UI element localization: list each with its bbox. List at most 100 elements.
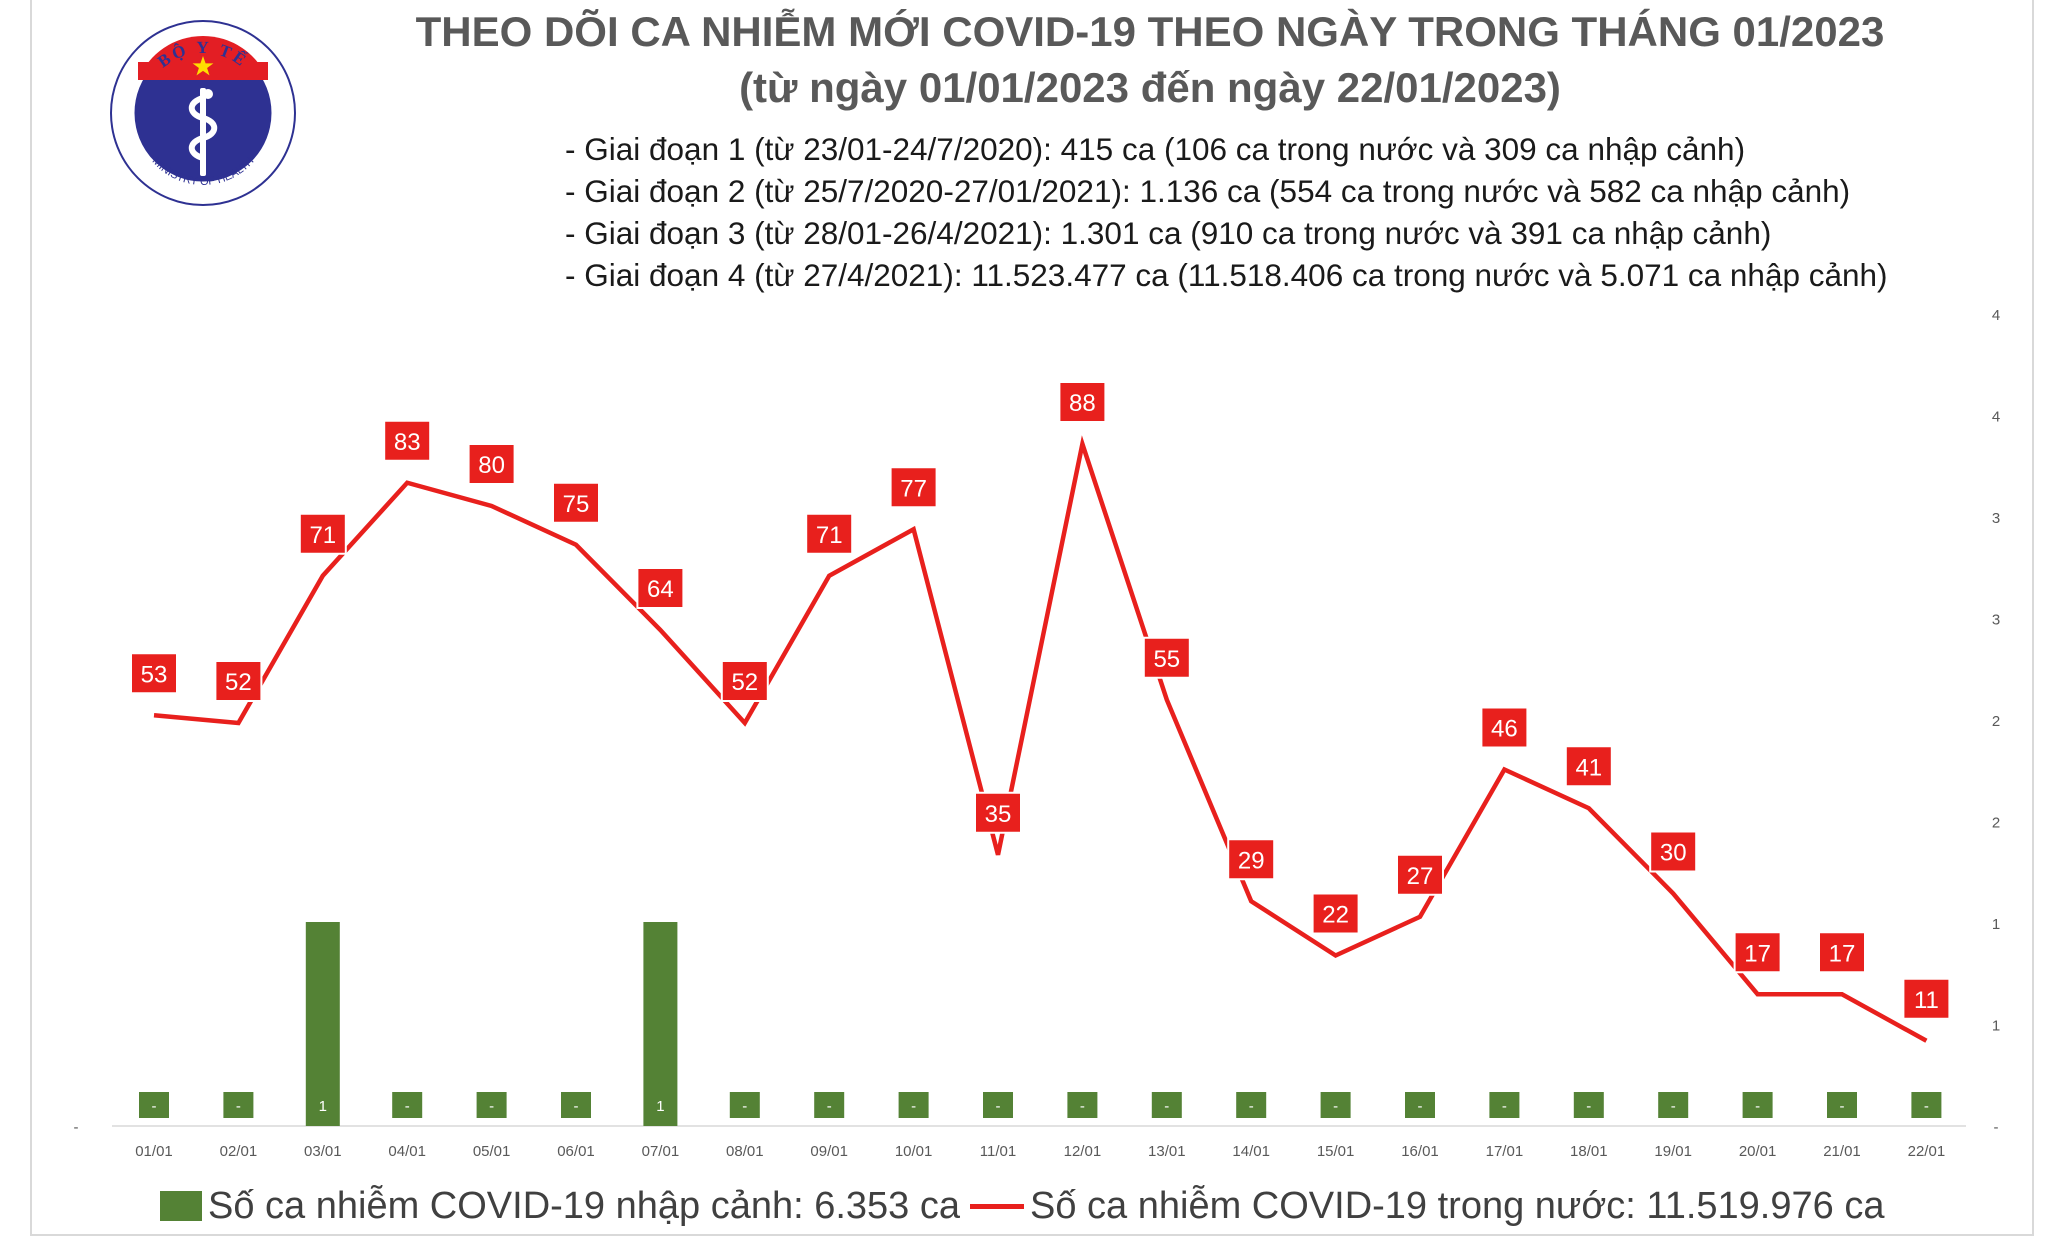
import-case-label-box <box>1067 1092 1098 1118</box>
domestic-case-label: 83 <box>394 429 421 456</box>
domestic-case-label: 77 <box>900 475 927 502</box>
x-axis-tick-label: 21/01 <box>1823 1143 1861 1160</box>
domestic-case-label-box <box>1227 838 1276 881</box>
import-case-label: - <box>1333 1098 1338 1115</box>
domestic-case-label: 71 <box>309 522 336 549</box>
right-axis-tick-label: 4 <box>1992 307 2000 324</box>
domestic-case-label: 71 <box>816 522 843 549</box>
domestic-case-label: 27 <box>1407 863 1434 890</box>
chart-frame <box>30 0 2034 1236</box>
domestic-case-label-box <box>1480 706 1529 749</box>
domestic-case-label: 17 <box>1744 940 1771 967</box>
domestic-case-label: 22 <box>1322 902 1349 929</box>
import-case-label: - <box>1671 1098 1676 1115</box>
x-axis-tick-label: 18/01 <box>1570 1143 1608 1160</box>
import-case-label-box <box>1151 1092 1182 1118</box>
right-axis-tick-label: 1 <box>1992 916 2000 933</box>
import-case-label: - <box>405 1098 410 1115</box>
import-case-label-box <box>1236 1092 1267 1118</box>
import-case-label-box <box>139 1092 169 1118</box>
import-case-label: - <box>827 1098 832 1115</box>
import-case-label: - <box>1418 1098 1423 1115</box>
domestic-case-label: 17 <box>1829 940 1856 967</box>
chart-legend: Số ca nhiễm COVID-19 nhập cảnh: 6.353 ca… <box>160 1178 1884 1234</box>
ministry-of-health-logo: BỘ Y TẾ MINISTRY OF HEALTH <box>110 20 296 206</box>
x-axis-tick-label: 12/01 <box>1064 1143 1102 1160</box>
left-axis-tick-label: - <box>74 1119 79 1136</box>
right-axis-tick-label: - <box>1994 1119 1999 1136</box>
import-case-label: - <box>1502 1098 1507 1115</box>
import-case-label-box <box>814 1092 845 1118</box>
right-axis-tick-label: 1 <box>1992 1018 2000 1035</box>
x-axis-tick-label: 11/01 <box>980 1143 1016 1160</box>
import-case-label-box <box>983 1092 1013 1118</box>
right-axis-tick-label: 2 <box>1992 713 2000 730</box>
chart-subtitle: (từ ngày 01/01/2023 đến ngày 22/01/2023) <box>739 64 1561 111</box>
domestic-case-label-box <box>298 512 347 555</box>
right-axis-tick-label: 3 <box>1992 510 2000 527</box>
domestic-case-label: 55 <box>1153 646 1180 673</box>
domestic-case-label-box <box>1902 977 1951 1020</box>
domestic-case-line <box>153 435 1928 1043</box>
import-case-label: - <box>489 1098 494 1115</box>
legend-line-label: Số ca nhiễm COVID-19 trong nước: 11.519.… <box>1030 1184 1885 1227</box>
import-case-label: - <box>574 1098 579 1115</box>
x-axis-tick-label: 22/01 <box>1908 1143 1946 1160</box>
phase-note-1: - Giai đoạn 1 (từ 23/01-24/7/2020): 415 … <box>565 131 1746 167</box>
x-axis-tick-label: 15/01 <box>1317 1143 1355 1160</box>
domestic-case-label-box <box>1733 931 1782 974</box>
x-axis-tick-label: 09/01 <box>810 1143 848 1160</box>
import-case-label: 1 <box>656 1098 664 1115</box>
domestic-case-label-box <box>1058 381 1107 423</box>
import-case-label: - <box>1586 1098 1591 1115</box>
domestic-case-label: 35 <box>985 801 1012 828</box>
right-axis-tick-label: 2 <box>1992 815 2000 832</box>
import-case-label: - <box>742 1098 747 1115</box>
x-axis-tick-label: 08/01 <box>726 1143 764 1160</box>
phase-notes: - Giai đoạn 1 (từ 23/01-24/7/2020): 415 … <box>565 128 1888 296</box>
domestic-case-label: 52 <box>225 669 252 696</box>
domestic-case-label-box <box>636 567 685 609</box>
import-case-label-box <box>307 1092 338 1118</box>
x-axis-tick-label: 17/01 <box>1486 1143 1524 1160</box>
domestic-case-label: 88 <box>1069 390 1096 417</box>
import-case-label: - <box>1080 1098 1085 1115</box>
phase-note-2: - Giai đoạn 2 (từ 25/7/2020-27/01/2021):… <box>565 173 1851 209</box>
domestic-case-label-box <box>1142 636 1191 679</box>
import-case-label-box <box>1658 1092 1689 1118</box>
import-case-label: - <box>1924 1098 1929 1115</box>
domestic-case-label-box <box>1311 892 1360 935</box>
phase-note-4: - Giai đoạn 4 (từ 27/4/2021): 11.523.477… <box>565 257 1888 293</box>
domestic-case-label-box <box>720 660 769 702</box>
import-case-label-box <box>1573 1092 1604 1118</box>
domestic-case-label: 41 <box>1575 754 1602 781</box>
import-case-label: - <box>1840 1098 1845 1115</box>
import-case-label-box <box>561 1092 591 1118</box>
import-case-label: - <box>996 1098 1001 1115</box>
domestic-case-label-box <box>1649 830 1698 873</box>
domestic-case-label: 80 <box>478 452 505 479</box>
x-axis-tick-label: 13/01 <box>1148 1143 1186 1160</box>
x-axis-tick-label: 07/01 <box>642 1143 680 1160</box>
import-case-label-box <box>223 1092 254 1118</box>
domestic-case-label: 53 <box>141 661 168 688</box>
import-case-label-box <box>1827 1092 1857 1118</box>
legend-bar-swatch <box>160 1191 202 1221</box>
import-case-label: - <box>1249 1098 1254 1115</box>
import-case-label-box <box>729 1092 760 1118</box>
domestic-case-label-box <box>1818 931 1866 974</box>
domestic-case-label-box <box>552 481 600 524</box>
x-axis-tick-label: 04/01 <box>388 1143 426 1160</box>
import-case-label-box <box>476 1092 507 1118</box>
import-case-label-box <box>898 1092 929 1118</box>
import-case-label: - <box>152 1098 157 1115</box>
right-axis-tick-label: 4 <box>1992 409 2000 426</box>
domestic-case-label: 11 <box>1914 987 1939 1014</box>
domestic-case-label: 30 <box>1660 840 1687 867</box>
x-axis-tick-label: 16/01 <box>1401 1143 1439 1160</box>
domestic-case-label-box <box>1396 853 1444 896</box>
import-case-label: - <box>1164 1098 1169 1115</box>
import-case-label-box <box>392 1092 423 1118</box>
x-axis-tick-label: 05/01 <box>473 1143 511 1160</box>
